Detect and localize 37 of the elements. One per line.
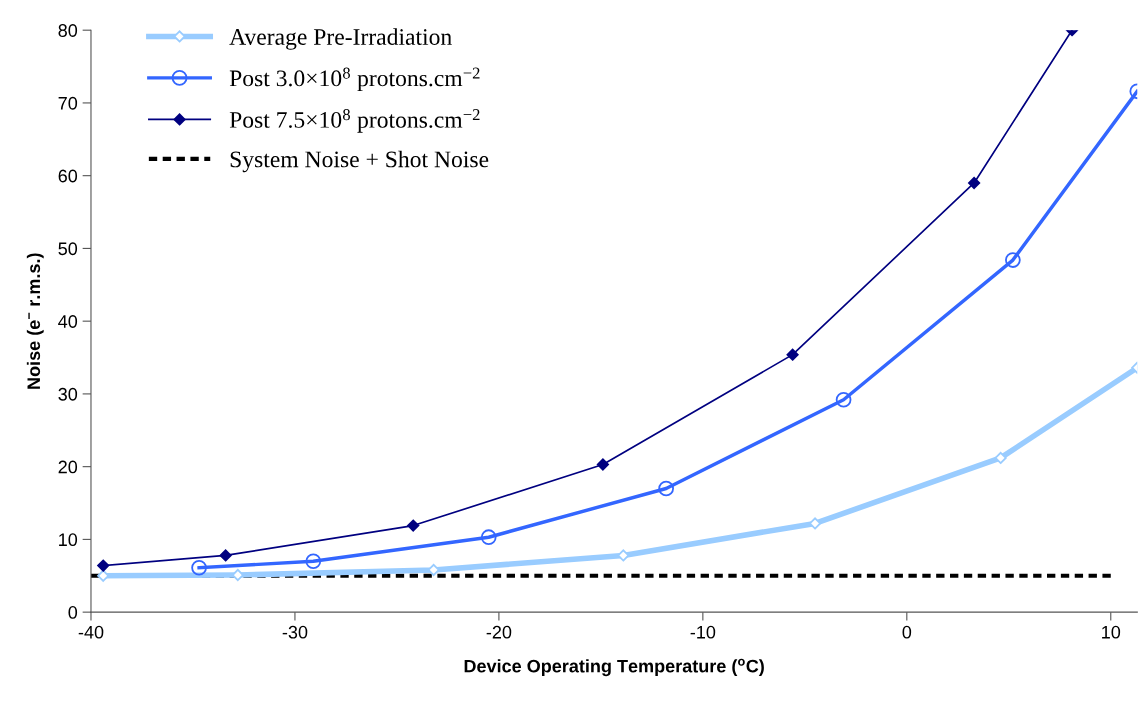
point xyxy=(427,563,440,577)
point xyxy=(305,553,322,570)
point xyxy=(480,529,497,546)
point xyxy=(97,559,110,572)
y-tick-label: 60 xyxy=(58,169,78,183)
y-axis-title: Noise (e$^{−}$ r.m.s.) xyxy=(26,253,44,389)
x-tick-label: 10 xyxy=(1102,625,1121,639)
point xyxy=(407,519,420,532)
point xyxy=(219,549,232,562)
legend-label: Post 7.5×10$^{8}$ protons.cm$^{−2}$ xyxy=(229,109,480,133)
y-tick-label: 30 xyxy=(58,387,78,401)
legend-label: Average Pre-Irradiation xyxy=(229,28,452,50)
point xyxy=(191,559,207,576)
x-tick-label: -10 xyxy=(690,625,716,639)
point xyxy=(968,176,981,190)
y-tick-label: 10 xyxy=(59,533,78,547)
y-tick-label: 70 xyxy=(58,96,78,110)
y-tick-label: 40 xyxy=(58,315,78,328)
y-tick-label: 80 xyxy=(58,24,78,37)
x-tick-label: 0 xyxy=(902,625,912,639)
point xyxy=(1005,252,1021,268)
x-tick-label: -20 xyxy=(486,625,512,639)
y-tick-label: 20 xyxy=(58,460,78,474)
x-tick-label: -30 xyxy=(282,625,308,639)
legend-label: System Noise + Shot Noise xyxy=(230,150,489,173)
legend-label: Post 3.0×10$^{8}$ protons.cm$^{−2}$ xyxy=(229,67,480,92)
point xyxy=(231,568,244,582)
point xyxy=(994,451,1007,464)
point xyxy=(786,348,799,361)
point xyxy=(596,458,609,471)
y-tick-label: 0 xyxy=(68,606,78,619)
point xyxy=(658,480,674,497)
point xyxy=(835,391,852,408)
x-tick-label: -40 xyxy=(78,625,104,639)
y-tick-label: 50 xyxy=(58,242,78,256)
x-axis-title: Device Operating Temperature ($^{o}$C) xyxy=(464,658,764,677)
point xyxy=(808,517,822,530)
